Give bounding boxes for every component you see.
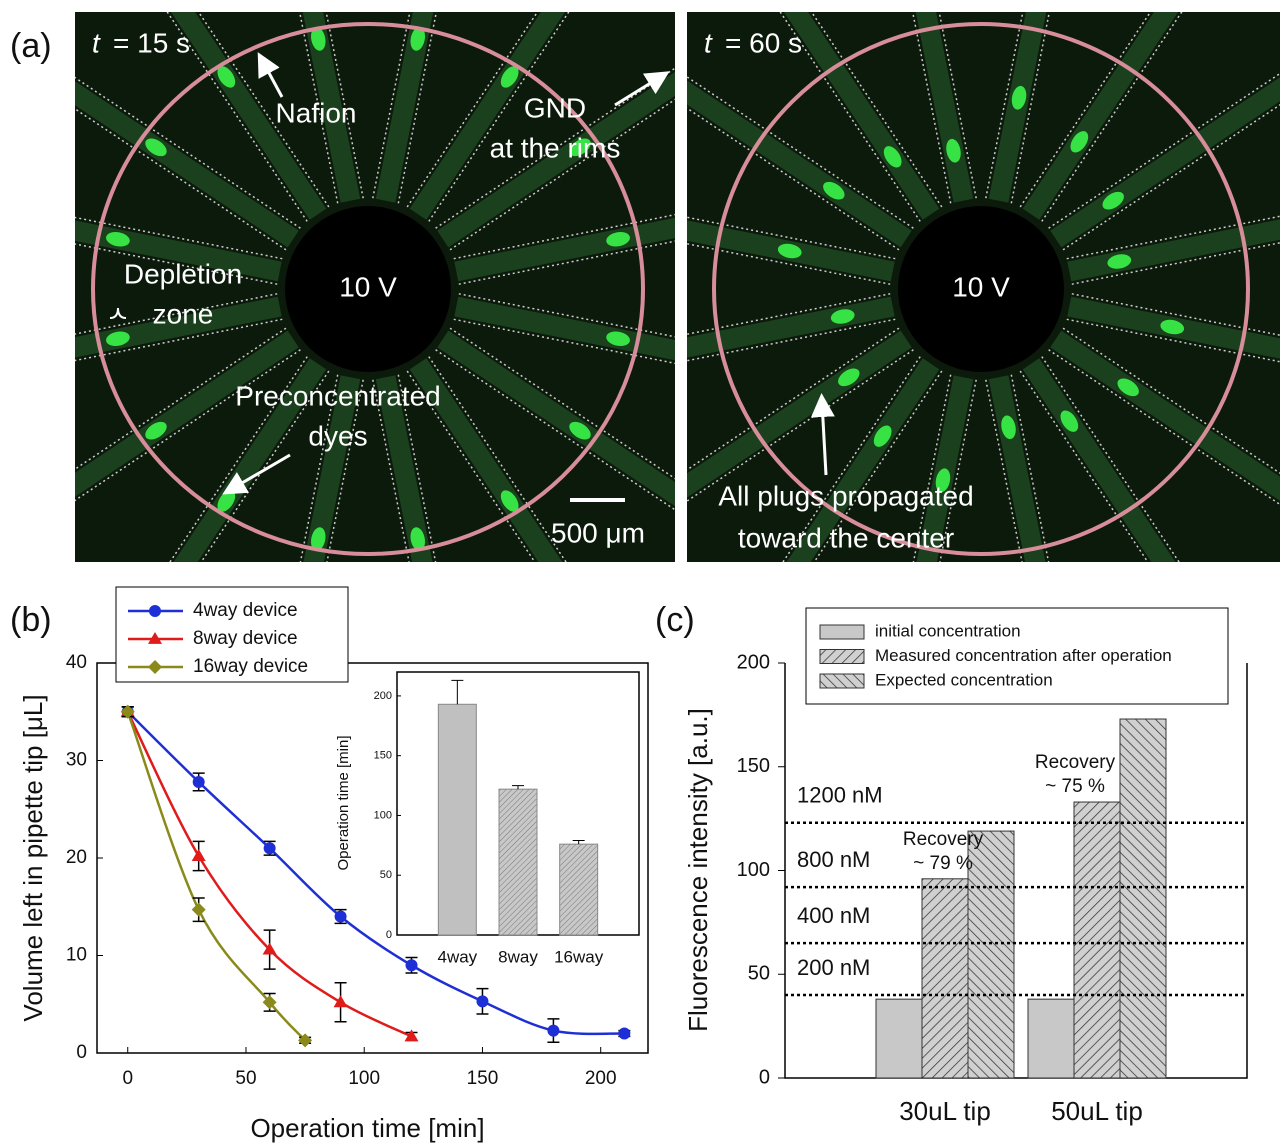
series-line <box>128 712 305 1041</box>
legend-swatch <box>820 674 864 688</box>
annotation: All plugs propagated <box>718 480 973 511</box>
x-tick-label: 8way <box>498 947 538 966</box>
bar <box>1120 719 1166 1078</box>
annotation: zone <box>153 298 214 329</box>
x-tick-label: 4way <box>437 947 477 966</box>
marker <box>335 911 347 923</box>
scale-label: 500 μm <box>551 517 645 548</box>
time-symbol: t <box>704 27 713 58</box>
panel-label: (a) <box>10 27 52 65</box>
bar <box>1074 802 1120 1078</box>
legend-label: 16way device <box>193 656 308 677</box>
annotation: Nafion <box>276 97 357 128</box>
y-tick-label: 10 <box>66 945 87 966</box>
time-symbol: t <box>92 27 101 58</box>
marker <box>476 995 488 1007</box>
y-tick-label: 40 <box>66 652 87 673</box>
bar <box>876 999 922 1078</box>
y-tick-label: 0 <box>759 1066 770 1088</box>
y-tick-label: 150 <box>737 755 770 777</box>
marker <box>264 842 276 854</box>
time-label: = 15 s <box>113 27 190 58</box>
annotation: ~ 75 % <box>1045 776 1105 797</box>
x-tick-label: 16way <box>554 947 604 966</box>
legend-label: 8way device <box>193 628 298 649</box>
x-tick-label: 0 <box>122 1068 133 1089</box>
marker <box>192 849 206 861</box>
center-label: 10 V <box>339 271 397 302</box>
reference-label: 800 nM <box>797 847 870 872</box>
legend-label: 4way device <box>193 600 298 621</box>
marker <box>334 995 348 1007</box>
annotation: at the rims <box>490 132 621 163</box>
panel-b: 0 10 20 30 40 0 50 100 150 200 Operation time [min… <box>18 587 648 1143</box>
y-tick-label: 20 <box>66 847 87 868</box>
marker <box>193 776 205 788</box>
y-axis-label: Operation time [min] <box>335 735 352 870</box>
annotation: Preconcentrated <box>235 380 440 411</box>
center-label: 10 V <box>952 271 1010 302</box>
annotation: Recovery <box>903 829 984 850</box>
annotation: Recovery <box>1035 752 1116 773</box>
marker <box>149 605 161 617</box>
bar <box>560 844 598 935</box>
y-tick-label: 100 <box>737 859 770 881</box>
bar <box>438 704 476 935</box>
marker <box>192 903 206 917</box>
bar <box>922 879 968 1078</box>
figure: 10 V t = 15 s 10 V t = 60 s Nafion GND at the ri… <box>0 0 1280 1146</box>
legend-swatch <box>820 650 864 664</box>
legend-label: Measured concentration after operation <box>875 646 1172 665</box>
annotation: GND <box>524 92 586 123</box>
x-tick-label: 50 <box>235 1068 256 1089</box>
bar <box>499 789 537 935</box>
annotation: toward the center <box>738 522 954 553</box>
y-tick-label: 0 <box>76 1042 87 1063</box>
annotation: Depletion <box>124 258 242 289</box>
y-axis-label: Fluorescence intensity [a.u.] <box>683 708 713 1032</box>
bar <box>1028 999 1074 1078</box>
marker <box>406 959 418 971</box>
legend-swatch <box>820 625 864 639</box>
y-tick-label: 30 <box>66 750 87 771</box>
y-tick-label: 50 <box>748 963 770 985</box>
y-tick-label: 200 <box>737 651 770 673</box>
y-axis-label: Volume left in pipette tip [μL] <box>18 694 48 1021</box>
panel-label: (b) <box>10 601 52 639</box>
y-tick-label: 50 <box>380 869 392 881</box>
x-axis-label: Operation time [min] <box>250 1113 484 1143</box>
y-tick-label: 150 <box>374 750 392 762</box>
bar <box>968 831 1014 1078</box>
series-line <box>128 712 412 1037</box>
legend-label: initial concentration <box>875 621 1021 640</box>
x-tick-label: 30uL tip <box>899 1096 991 1126</box>
marker <box>547 1025 559 1037</box>
x-tick-label: 50uL tip <box>1051 1096 1143 1126</box>
x-tick-label: 100 <box>348 1068 380 1089</box>
y-tick-label: 200 <box>374 690 392 702</box>
y-tick-label: 0 <box>386 929 392 941</box>
annotation: ~ 79 % <box>913 853 973 874</box>
legend-label: Expected concentration <box>875 670 1053 689</box>
panel-c: 0 50 100 150 200 Fluorescence intensity [a.u.… <box>683 608 1247 1126</box>
reference-label: 200 nM <box>797 955 870 980</box>
panel-label: (c) <box>655 601 695 639</box>
y-tick-label: 100 <box>374 809 392 821</box>
reference-label: 1200 nM <box>797 783 883 808</box>
reference-label: 400 nM <box>797 903 870 928</box>
marker <box>618 1028 630 1040</box>
x-tick-label: 200 <box>585 1068 617 1089</box>
annotation: dyes <box>308 420 367 451</box>
time-label: = 60 s <box>725 27 802 58</box>
x-tick-label: 150 <box>467 1068 499 1089</box>
